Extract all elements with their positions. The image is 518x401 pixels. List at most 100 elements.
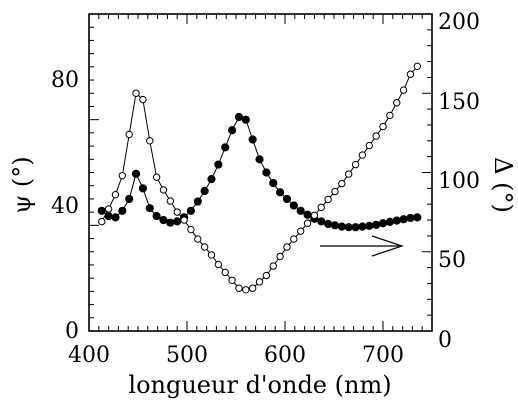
delta-point	[393, 99, 401, 107]
delta-point	[166, 197, 175, 205]
delta-point	[248, 284, 257, 292]
psi-point	[262, 168, 271, 177]
psi-point	[255, 155, 264, 164]
psi-point	[337, 222, 346, 231]
y-left-tick-label-80: 80	[51, 68, 79, 93]
psi-point	[378, 219, 388, 228]
x-tick-label-400: 400	[68, 343, 110, 368]
psi-point	[166, 218, 175, 227]
delta-point	[262, 271, 271, 280]
psi-point	[269, 178, 278, 188]
delta-point	[214, 260, 223, 269]
psi-point	[241, 115, 250, 124]
psi-point	[392, 216, 401, 225]
psi-point	[173, 217, 182, 226]
psi-point	[145, 204, 154, 213]
psi-point	[372, 220, 381, 229]
delta-point	[139, 95, 147, 104]
delta-point	[283, 243, 291, 251]
delta-point	[111, 190, 120, 199]
psi-point	[138, 184, 147, 193]
psi-point	[111, 213, 120, 222]
psi-point	[358, 222, 367, 231]
delta-point	[269, 262, 277, 270]
delta-point	[194, 235, 202, 243]
data-markers	[97, 62, 422, 294]
y-right-tick-label-50: 50	[438, 248, 466, 273]
delta-point	[125, 130, 133, 139]
delta-point	[159, 186, 168, 194]
delta-point	[242, 286, 250, 294]
psi-point	[104, 211, 113, 221]
x-tick-label-600: 600	[264, 343, 306, 368]
series-lines	[101, 65, 418, 291]
psi-point	[186, 206, 196, 215]
delta-point	[379, 122, 387, 131]
delta-point	[152, 173, 161, 181]
y-left-tick-label-40: 40	[51, 194, 79, 219]
y-right-axis-title: Δ (°)	[489, 157, 517, 213]
delta-point	[358, 151, 367, 159]
psi-point	[303, 210, 312, 219]
delta-point	[276, 252, 284, 261]
delta-point	[317, 203, 325, 212]
delta-point	[331, 187, 339, 196]
right-axis-arrow	[320, 235, 404, 257]
delta-point	[365, 141, 373, 150]
psi-point	[125, 194, 134, 204]
delta-point	[255, 278, 264, 286]
psi-point	[207, 175, 216, 184]
psi-point	[330, 221, 340, 230]
delta-point	[132, 89, 140, 97]
psi-point	[324, 219, 333, 229]
x-tick-label-500: 500	[166, 343, 208, 368]
psi-point	[152, 211, 161, 221]
psi-point	[276, 188, 285, 197]
delta-point	[146, 137, 154, 145]
psi-point	[200, 186, 209, 196]
delta-point	[98, 217, 106, 226]
delta-point	[324, 195, 332, 204]
delta-point	[386, 111, 394, 120]
delta-point	[173, 208, 181, 216]
psi-point	[97, 206, 106, 215]
psi-point	[413, 213, 422, 222]
delta-point	[200, 243, 209, 251]
psi-point	[248, 135, 257, 144]
delta-point	[310, 211, 319, 219]
psi-point	[234, 112, 244, 122]
delta-point	[290, 235, 298, 243]
psi-point	[193, 197, 202, 206]
delta-point	[296, 227, 305, 235]
delta-point	[235, 284, 243, 292]
psi-point	[365, 221, 374, 230]
psi-point	[296, 206, 305, 215]
delta-point	[221, 268, 229, 277]
psi-point	[351, 223, 360, 232]
delta-point	[180, 216, 188, 224]
delta-point	[345, 170, 353, 178]
psi-point	[317, 217, 326, 226]
delta-point	[187, 225, 195, 234]
y-left-axis-title: ψ (°)	[8, 156, 36, 213]
psi-point	[406, 213, 415, 223]
delta-point	[399, 86, 408, 94]
x-tick-label-700: 700	[362, 343, 404, 368]
delta-point	[372, 132, 380, 140]
psi-point	[227, 126, 237, 135]
delta-point	[413, 62, 421, 71]
delta-point	[207, 251, 216, 259]
delta-point	[406, 70, 415, 78]
psi-point	[159, 215, 168, 225]
psi-point	[344, 223, 353, 232]
psi-point	[289, 201, 298, 210]
series-line-2	[101, 65, 418, 291]
psi-point	[282, 194, 292, 204]
axis-ticks	[88, 13, 433, 332]
y-right-tick-label-200: 200	[438, 10, 480, 35]
delta-point	[338, 179, 346, 188]
x-axis-title: longueur d'onde (nm)	[128, 371, 391, 399]
y-right-tick-label-100: 100	[438, 169, 480, 194]
delta-point	[228, 276, 236, 284]
delta-point	[351, 160, 360, 169]
